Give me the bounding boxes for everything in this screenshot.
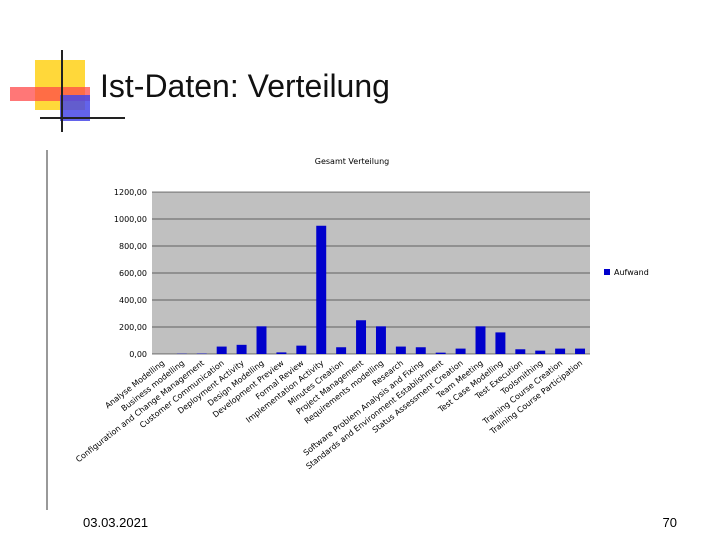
bar (555, 348, 566, 354)
bar (316, 225, 327, 354)
bar (575, 348, 586, 354)
slide-title: Ist-Daten: Verteilung (100, 68, 390, 104)
bar (455, 348, 466, 354)
bar (395, 346, 406, 354)
bar (276, 352, 287, 354)
y-tick-label: 600,00 (119, 269, 147, 278)
bar (495, 332, 506, 354)
y-tick-label: 1000,00 (114, 215, 147, 224)
bar (435, 352, 446, 354)
bar (475, 326, 486, 354)
deco-blue (60, 95, 90, 121)
bar (515, 349, 526, 354)
legend-label: Aufwand (614, 268, 649, 277)
y-tick-label: 1200,00 (114, 188, 147, 197)
bar (236, 344, 247, 354)
bar (375, 326, 386, 354)
bar (356, 320, 367, 354)
footer-date: 03.03.2021 (83, 515, 148, 530)
chart-title: Gesamt Verteilung (315, 157, 389, 166)
bar (415, 347, 426, 354)
y-tick-label: 0,00 (129, 350, 147, 359)
bar (256, 326, 267, 354)
page-number: 70 (663, 515, 677, 530)
bar (296, 345, 307, 354)
legend-swatch (604, 269, 610, 275)
y-tick-label: 800,00 (119, 242, 147, 251)
y-tick-label: 200,00 (119, 323, 147, 332)
bar (336, 347, 347, 354)
bar (535, 350, 546, 354)
bar (216, 346, 227, 354)
y-tick-label: 400,00 (119, 296, 147, 305)
